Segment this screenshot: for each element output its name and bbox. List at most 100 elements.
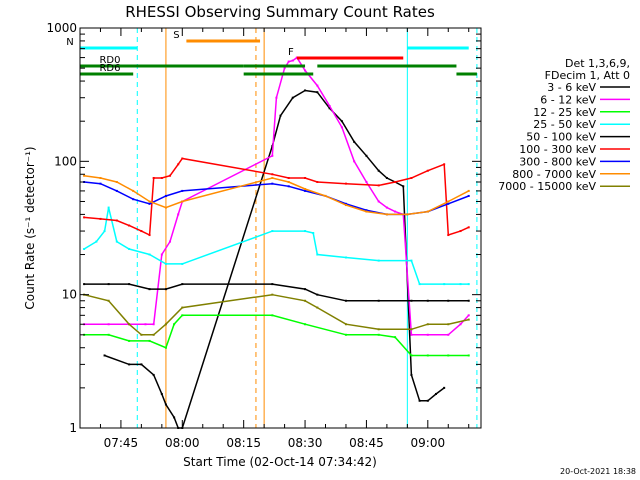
data-point-1-26 [426, 333, 429, 336]
data-point-1-9 [271, 154, 274, 157]
data-point-3-3 [107, 206, 110, 209]
data-point-2-8 [304, 323, 307, 326]
legend-label-5: 100 - 300 keV [519, 143, 596, 156]
data-point-5-15 [344, 182, 347, 185]
data-point-0-14 [328, 107, 331, 110]
data-point-4-3 [148, 288, 151, 291]
data-point-3-4 [115, 240, 118, 243]
data-point-3-16 [418, 283, 421, 286]
data-point-1-5 [160, 253, 163, 256]
plot-frame [79, 27, 482, 429]
data-point-5-10 [181, 157, 184, 160]
data-point-7-15 [426, 210, 429, 213]
data-point-5-13 [304, 176, 307, 179]
data-point-3-8 [181, 262, 184, 265]
data-point-1-23 [394, 210, 397, 213]
data-point-1-13 [291, 59, 294, 62]
data-point-2-6 [181, 314, 184, 317]
data-point-5-11 [271, 173, 274, 176]
series-8 [83, 293, 470, 336]
data-point-0-19 [385, 176, 388, 179]
data-point-0-26 [443, 386, 446, 389]
x-tick-label-0: 07:45 [104, 436, 139, 450]
status-bar-label-1: N [66, 37, 73, 48]
series-line-1 [84, 56, 470, 336]
data-point-5-5 [148, 234, 151, 237]
data-point-1-3 [144, 323, 147, 326]
x-tick-label-4: 08:45 [349, 436, 384, 450]
data-point-6-12 [365, 209, 368, 212]
data-point-4-10 [377, 299, 380, 302]
data-point-0-6 [173, 416, 176, 419]
status-bar-label-7: RD6 [99, 63, 120, 74]
data-point-2-10 [377, 333, 380, 336]
data-point-6-4 [148, 202, 151, 205]
data-point-4-13 [447, 299, 450, 302]
data-point-5-18 [410, 176, 413, 179]
data-point-3-11 [312, 232, 315, 235]
data-point-3-0 [83, 248, 86, 251]
data-point-4-4 [164, 288, 167, 291]
data-point-4-7 [304, 288, 307, 291]
data-point-3-10 [304, 230, 307, 233]
data-point-5-3 [128, 224, 131, 227]
data-point-1-12 [287, 60, 290, 63]
data-point-8-9 [316, 306, 319, 309]
legend-label-7: 800 - 7000 keV [512, 168, 596, 181]
data-point-6-3 [132, 198, 135, 201]
data-point-0-13 [316, 91, 319, 94]
data-point-7-16 [447, 200, 450, 203]
data-point-5-0 [83, 216, 86, 219]
series-line-2 [84, 314, 469, 357]
data-point-1-6 [169, 240, 172, 243]
x-tick-label-2: 08:15 [226, 436, 261, 450]
data-point-3-12 [316, 253, 319, 256]
data-point-1-22 [385, 206, 388, 209]
y-tick-label-0: 1 [69, 421, 77, 435]
data-point-4-2 [128, 283, 131, 286]
data-point-7-10 [324, 194, 327, 197]
data-point-8-15 [467, 318, 470, 321]
data-point-7-11 [344, 204, 347, 207]
data-point-8-12 [410, 328, 413, 331]
data-point-6-8 [287, 185, 290, 188]
data-point-0-3 [152, 373, 155, 376]
data-point-5-8 [169, 174, 172, 177]
legend-label-2: 12 - 25 keV [533, 106, 596, 119]
data-point-1-28 [459, 323, 462, 326]
legend-header-line-1: Det 1,3,6,9, [565, 57, 630, 70]
data-point-2-11 [394, 336, 397, 339]
legend-label-8: 7000 - 15000 keV [498, 180, 596, 193]
data-point-3-14 [377, 259, 380, 262]
data-point-1-7 [177, 213, 180, 216]
data-point-1-11 [283, 67, 286, 70]
series-layer [83, 56, 470, 429]
series-line-7 [83, 174, 470, 216]
series-line-5 [84, 157, 470, 237]
data-point-5-7 [160, 176, 163, 179]
legend-label-6: 300 - 800 keV [519, 155, 596, 168]
data-point-0-0 [103, 354, 106, 357]
data-point-7-0 [83, 174, 86, 177]
data-point-0-21 [402, 185, 405, 188]
data-point-8-3 [140, 333, 143, 336]
data-point-5-1 [99, 217, 102, 220]
data-point-0-15 [340, 120, 343, 123]
data-point-1-29 [467, 314, 470, 317]
data-point-8-13 [426, 323, 429, 326]
series-5 [83, 157, 470, 237]
data-point-5-9 [177, 163, 180, 166]
data-point-0-12 [304, 89, 307, 92]
data-point-1-16 [316, 84, 319, 87]
data-point-1-4 [152, 323, 155, 326]
data-point-8-10 [344, 323, 347, 326]
data-point-8-11 [377, 328, 380, 331]
data-point-6-5 [164, 194, 167, 197]
data-point-2-9 [344, 333, 347, 336]
series-line-3 [83, 207, 469, 285]
data-point-8-5 [164, 323, 167, 326]
data-point-0-16 [353, 140, 356, 143]
